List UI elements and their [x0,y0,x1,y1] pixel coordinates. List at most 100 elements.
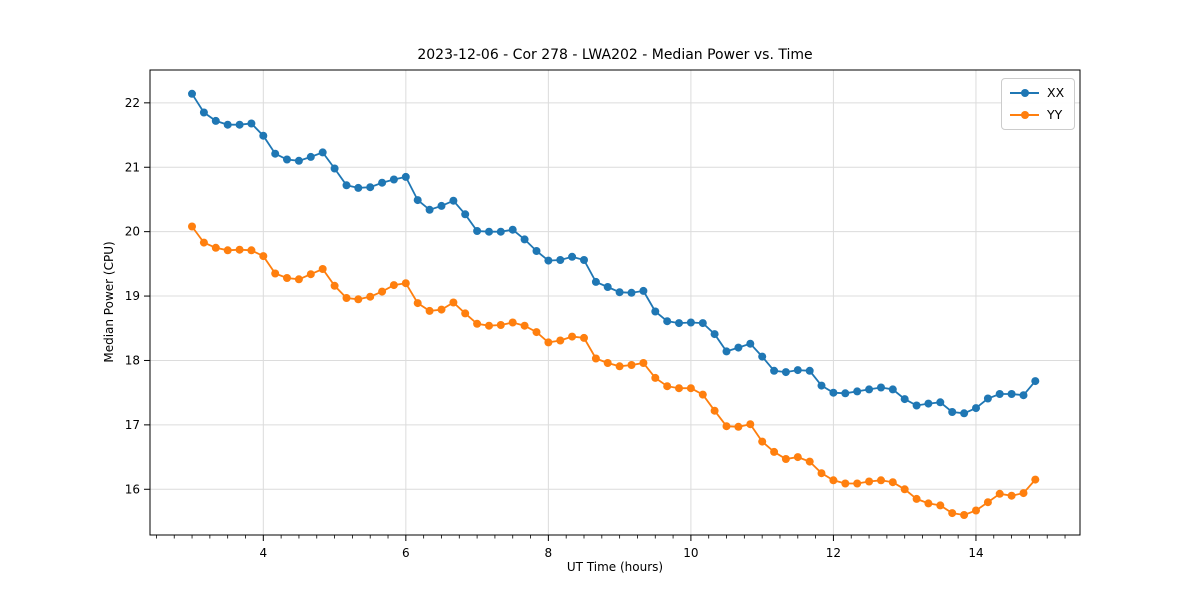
data-point [758,352,767,361]
data-point [223,246,232,255]
data-point [473,319,482,328]
data-point [461,210,470,219]
plot-border [149,69,1081,536]
data-point [1019,391,1028,400]
y-tick-label: 20 [125,225,140,239]
data-point [199,108,208,117]
data-point [639,359,648,367]
x-tick-label: 10 [683,546,698,560]
data-point [615,362,624,371]
data-point [793,453,802,462]
data-point [639,286,648,295]
data-point [675,319,683,328]
data-point [283,274,291,282]
data-point [580,333,588,342]
data-point [199,238,208,247]
data-point [663,317,672,326]
data-point [485,227,493,236]
data-point [781,455,790,463]
legend-item-yy: YY [1010,106,1064,124]
data-point [318,265,327,273]
data-point [330,281,339,290]
data-point [461,309,470,318]
data-point [651,373,660,382]
data-point [544,256,553,265]
y-tick-label: 18 [125,353,140,367]
data-point [449,298,458,307]
data-point [247,246,256,255]
data-point [793,366,802,375]
data-point [627,361,636,369]
data-point [401,172,410,181]
data-point [722,422,731,431]
data-point [960,409,969,418]
data-point [485,321,493,330]
data-point [568,332,577,341]
data-point [865,385,874,394]
data-point [591,354,600,363]
data-point [1031,377,1040,386]
data-point [841,389,850,398]
data-point [603,283,612,291]
data-point [354,183,363,192]
legend-line-marker-xx [1010,86,1039,100]
data-point [556,256,565,264]
legend-item-xx: XX [1010,84,1064,102]
x-minor-ticks [156,535,1066,539]
data-point [556,336,565,345]
data-point [294,275,303,284]
data-point [188,222,196,231]
data-point [936,398,945,407]
data-point [746,420,755,429]
data-point [853,479,862,488]
y-tick-label: 21 [125,160,140,174]
x-axis-label: UT Time (hours) [566,560,664,574]
data-point [271,149,280,158]
data-point [211,116,220,125]
data-point [948,509,957,518]
y-tick-label: 16 [125,482,140,496]
data-point [449,196,458,205]
data-point [995,390,1004,398]
x-tick-label: 4 [259,546,267,560]
data-point [259,131,268,140]
tick-labels: 4 6 8 10 12 14 16 17 18 19 20 21 22 [125,96,984,560]
data-point [983,498,992,507]
data-point [294,156,303,165]
data-point [805,457,814,466]
data-point [675,384,683,393]
y-tick-label: 17 [125,418,140,432]
data-point [888,385,897,394]
data-point [698,319,707,328]
data-point [995,489,1004,498]
data-point [532,247,541,255]
data-point [900,395,909,404]
major-ticks [144,102,977,541]
legend: XX YY [1001,78,1076,130]
data-point [829,388,838,397]
data-point [900,485,909,494]
data-point [188,89,196,98]
data-point [853,387,862,396]
x-tick-label: 8 [545,546,553,560]
data-point [366,183,375,192]
data-point [413,196,422,205]
series-yy [188,222,1040,519]
y-tick-label: 19 [125,289,140,303]
data-point [306,270,315,279]
data-point [568,252,577,261]
data-point [508,318,517,327]
data-point [366,292,375,301]
data-point [603,359,612,367]
chart-title: 2023-12-06 - Cor 278 - LWA202 - Median P… [417,47,813,63]
data-point [1031,475,1040,484]
data-point [781,368,790,377]
data-point [805,366,814,375]
data-point [924,399,933,408]
data-point [342,294,351,302]
data-point [247,119,256,128]
data-point [1007,491,1016,500]
data-point [936,501,945,510]
data-point [425,306,434,315]
data-point [544,338,553,347]
